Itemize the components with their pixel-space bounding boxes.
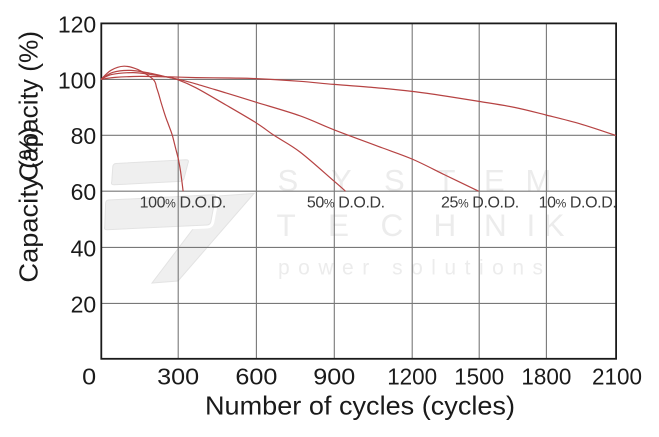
svg-text:Capacity (%): Capacity (%) (14, 31, 44, 181)
svg-text:60: 60 (71, 179, 97, 205)
svg-text:20: 20 (71, 291, 97, 317)
svg-text:1800: 1800 (521, 363, 571, 389)
svg-text:1500: 1500 (454, 363, 504, 389)
svg-text:120: 120 (58, 11, 96, 37)
svg-text:50% D.O.D.: 50% D.O.D. (307, 195, 385, 212)
svg-text:2100: 2100 (592, 363, 642, 389)
svg-text:10% D.O.D.: 10% D.O.D. (539, 195, 617, 212)
svg-text:40: 40 (71, 235, 97, 261)
svg-text:Capacity (%): Capacity (%) (14, 127, 44, 283)
svg-text:Number of cycles (cycles): Number of cycles (cycles) (205, 391, 515, 421)
svg-text:900: 900 (313, 363, 355, 389)
svg-text:80: 80 (71, 123, 97, 149)
svg-text:100% D.O.D.: 100% D.O.D. (140, 195, 226, 212)
svg-text:100: 100 (58, 67, 96, 93)
svg-text:0: 0 (82, 363, 96, 389)
svg-text:600: 600 (235, 363, 277, 389)
svg-text:25% D.O.D.: 25% D.O.D. (441, 195, 519, 212)
svg-text:1200: 1200 (387, 363, 437, 389)
svg-text:300: 300 (157, 363, 199, 389)
svg-text:power solutions: power solutions (278, 257, 543, 280)
